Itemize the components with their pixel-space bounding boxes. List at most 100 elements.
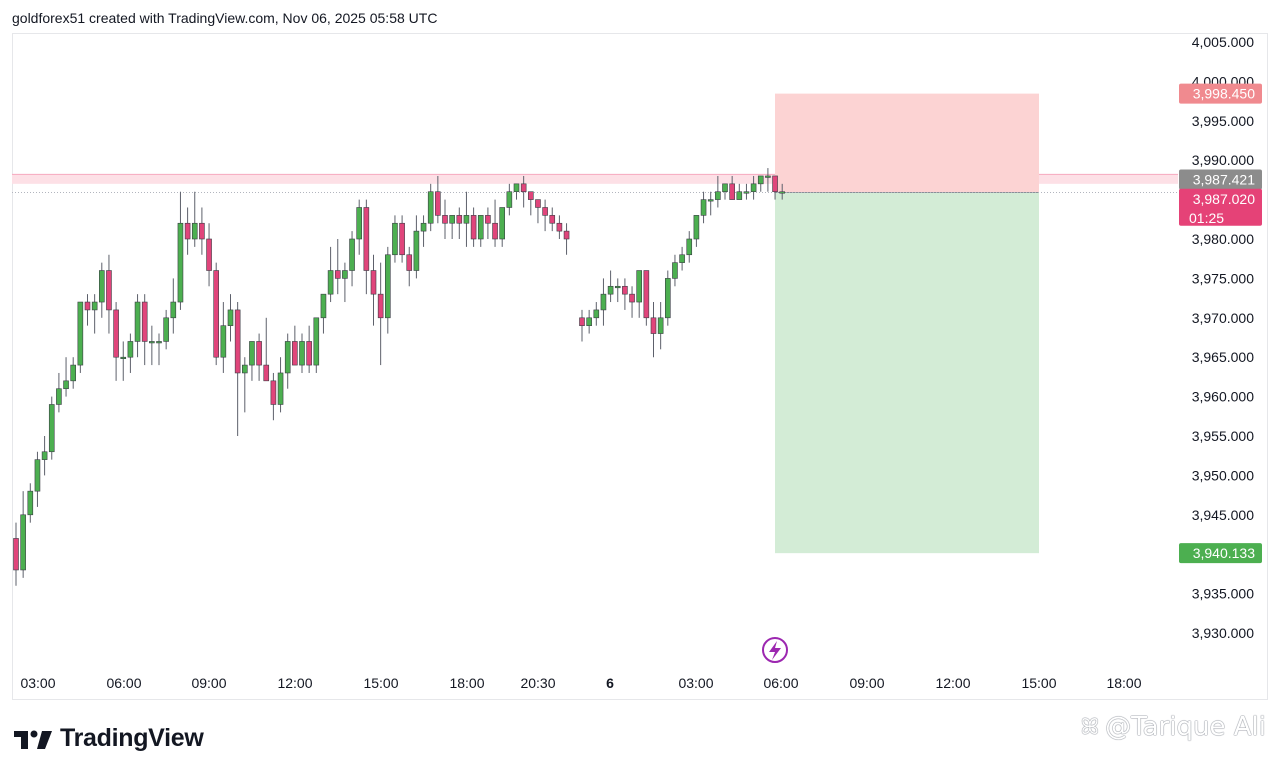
candle-body xyxy=(342,270,348,279)
candle-body xyxy=(320,293,327,319)
candle-body xyxy=(600,293,607,311)
session2-candle-14 xyxy=(679,246,685,271)
price-tick-label: 3,980.000 xyxy=(1192,231,1254,247)
session1-candle-22 xyxy=(170,278,177,334)
take-profit-price-label[interactable]: 3,940.133 xyxy=(1179,543,1262,564)
session2-candle-3 xyxy=(600,278,607,326)
time-tick-label: 6 xyxy=(606,675,614,691)
candle-body xyxy=(629,293,635,303)
session2-candle-10 xyxy=(650,302,657,358)
session1-candle-74 xyxy=(542,199,548,232)
session1-candle-41 xyxy=(306,325,312,373)
position-zones xyxy=(12,93,1178,554)
candle-body xyxy=(406,254,413,271)
session2-candle-4 xyxy=(607,270,614,303)
session1-candle-64 xyxy=(470,207,477,247)
candle-body xyxy=(120,356,127,360)
time-tick-label: 03:00 xyxy=(678,675,713,691)
candle-body xyxy=(249,341,255,366)
candle-body xyxy=(184,222,191,240)
candle-body xyxy=(349,238,355,271)
time-tick-label: 12:00 xyxy=(935,675,970,691)
session1-candle-11 xyxy=(91,294,98,334)
candle-body xyxy=(34,459,41,492)
last-close-price-label-text: 3,987.421 xyxy=(1193,172,1255,188)
candle-body xyxy=(56,388,62,405)
session2-candle-20 xyxy=(722,183,728,200)
session1-candle-71 xyxy=(520,175,527,208)
current-price-label-text: 3,987.020 xyxy=(1193,191,1255,207)
candle-body xyxy=(220,325,227,358)
candle-body xyxy=(392,222,398,256)
time-tick-label: 18:00 xyxy=(1106,675,1141,691)
session1-candle-75 xyxy=(549,207,556,232)
time-tick-label: 03:00 xyxy=(20,675,55,691)
candle-body xyxy=(13,538,19,571)
candle-body xyxy=(622,285,628,295)
candle-body xyxy=(399,222,405,256)
session2-candle-22 xyxy=(736,183,743,200)
candle-body xyxy=(672,262,678,279)
session1-candle-2 xyxy=(27,483,34,523)
time-tick-label: 06:00 xyxy=(106,675,141,691)
candle-body xyxy=(256,341,262,366)
candle-body xyxy=(306,341,312,366)
session1-candle-17 xyxy=(134,294,141,358)
session1-candle-62 xyxy=(456,207,463,239)
candle-body xyxy=(463,215,470,224)
candle-body xyxy=(693,215,700,240)
session1-candle-34 xyxy=(256,333,262,381)
bolt-icon[interactable] xyxy=(762,637,788,663)
session1-candle-8 xyxy=(70,357,76,389)
session1-candle-26 xyxy=(199,207,205,255)
session2-candle-8 xyxy=(636,270,643,318)
candle-body xyxy=(149,341,155,344)
session1-candle-50 xyxy=(370,254,377,326)
session1-candle-35 xyxy=(263,317,270,382)
candle-body xyxy=(542,207,548,216)
candle-body xyxy=(113,309,119,358)
last-close-price-label[interactable]: 3,987.421 xyxy=(1179,169,1262,190)
candle-body xyxy=(41,451,48,460)
session2-candle-5 xyxy=(614,278,621,303)
candle-body xyxy=(77,301,84,366)
countdown-text: 01:25 xyxy=(1189,210,1224,226)
session1-candle-43 xyxy=(320,293,327,334)
candle-body xyxy=(270,380,277,405)
time-tick-label: 06:00 xyxy=(763,675,798,691)
tradingview-logo[interactable]: TradingView xyxy=(14,724,204,753)
candle-body xyxy=(499,207,506,240)
price-tick-label: 3,960.000 xyxy=(1192,389,1254,405)
candle-body xyxy=(356,207,363,240)
candle-body xyxy=(134,301,141,342)
session1-candle-38 xyxy=(284,333,291,389)
session1-candle-65 xyxy=(477,215,484,247)
candle-body xyxy=(456,215,463,224)
session1-candle-42 xyxy=(313,317,320,373)
candle-body xyxy=(563,230,570,240)
candle-body xyxy=(84,301,91,311)
session1-candle-30 xyxy=(227,294,234,342)
current-price-label[interactable]: 3,987.020 01:25 xyxy=(1179,188,1262,226)
candle-body xyxy=(206,238,212,271)
take-profit-zone xyxy=(775,192,1039,554)
session1-candle-33 xyxy=(249,341,255,381)
candle-body xyxy=(556,222,563,232)
stop-loss-price-label[interactable]: 3,998.450 xyxy=(1179,83,1262,104)
session1-candle-1 xyxy=(20,491,26,578)
session1-candle-6 xyxy=(56,372,62,413)
session2-candle-18 xyxy=(707,191,714,216)
watermark-text: @Tarique Ali xyxy=(1105,712,1266,742)
session1-candle-39 xyxy=(292,325,298,366)
session1-candle-76 xyxy=(556,215,563,239)
candle-body xyxy=(106,270,112,311)
candle-body xyxy=(750,183,757,193)
session1-candle-47 xyxy=(349,231,355,287)
candle-body xyxy=(650,317,657,334)
session1-candle-20 xyxy=(156,333,162,366)
price-tick-label: 3,975.000 xyxy=(1192,270,1254,286)
candle-body xyxy=(384,254,391,319)
candle-body xyxy=(435,191,441,216)
candle-body xyxy=(234,309,241,374)
